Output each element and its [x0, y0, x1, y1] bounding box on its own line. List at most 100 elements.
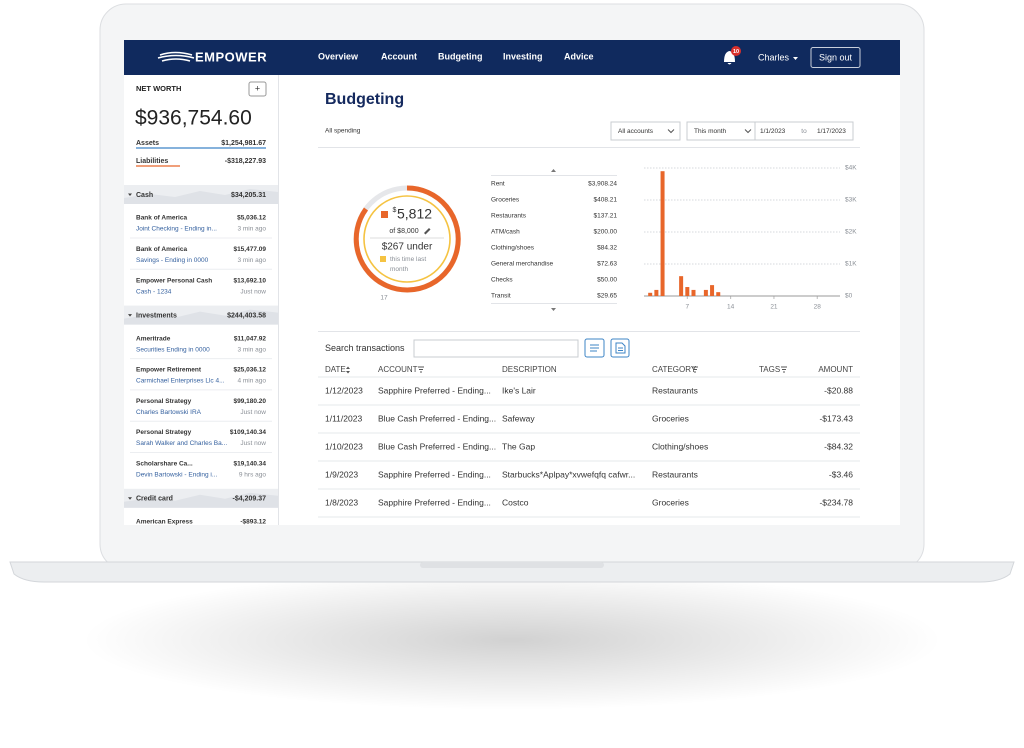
cell[interactable]: Sapphire Preferred - Ending... [378, 385, 491, 395]
cell[interactable]: 1/8/2023 [325, 497, 358, 507]
column-header[interactable]: TAGS [759, 365, 780, 374]
nav-item[interactable]: Investing [503, 51, 543, 61]
cell[interactable]: 1/12/2023 [325, 385, 363, 395]
date-to[interactable]: 1/17/2023 [817, 128, 846, 135]
nav-item[interactable]: Overview [318, 51, 359, 61]
account-balance: $13,692.10 [233, 277, 266, 284]
bar[interactable] [703, 289, 708, 296]
category-name[interactable]: Rent [491, 181, 505, 188]
cell[interactable]: Restaurants [652, 469, 698, 479]
bar[interactable] [648, 292, 653, 296]
account-name[interactable]: Bank of America [136, 215, 187, 222]
cell[interactable]: 1/10/2023 [325, 441, 363, 451]
user-menu[interactable]: Charles [758, 52, 790, 62]
category-name[interactable]: Clothing/shoes [491, 245, 535, 252]
user-caret [793, 57, 798, 60]
column-header[interactable]: DATE [325, 365, 346, 374]
cell[interactable]: Groceries [652, 413, 689, 423]
category-name[interactable]: Transit [491, 293, 511, 300]
x-tick-label: 21 [770, 304, 778, 311]
sign-out-button[interactable] [810, 47, 861, 68]
account-updated: Just now [240, 288, 266, 295]
account-balance: -$893.12 [240, 519, 266, 526]
bar[interactable] [679, 276, 684, 296]
account-name[interactable]: Bank of America [136, 246, 187, 253]
category-name[interactable]: Checks [491, 277, 513, 284]
liabilities-value: -$318,227.93 [225, 158, 266, 165]
account-name[interactable]: Empower Retirement [136, 367, 202, 374]
nav-item[interactable]: Advice [564, 51, 594, 61]
cell[interactable]: Safeway [502, 413, 535, 423]
bar[interactable] [710, 285, 715, 296]
liabilities-label[interactable]: Liabilities [136, 158, 168, 165]
bar[interactable] [660, 171, 665, 296]
group-sparkline [124, 492, 278, 508]
column-header[interactable]: AMOUNT [818, 365, 853, 374]
account-name[interactable]: American Express [136, 519, 193, 526]
bar[interactable] [691, 289, 696, 296]
cell[interactable]: Groceries [652, 497, 689, 507]
cell[interactable]: -$20.88 [824, 385, 853, 395]
account-balance: $99,180.20 [233, 398, 266, 405]
category-name[interactable]: Groceries [491, 197, 520, 204]
sign-out-label: Sign out [819, 52, 853, 62]
cell[interactable]: Clothing/shoes [652, 441, 708, 451]
category-name[interactable]: General merchandise [491, 261, 554, 268]
cell[interactable]: Sapphire Preferred - Ending... [378, 497, 491, 507]
category-amount: $50.00 [597, 277, 617, 284]
account-name[interactable]: Personal Strategy [136, 398, 192, 405]
account-name[interactable]: Ameritrade [136, 335, 171, 342]
cell[interactable]: 1/9/2023 [325, 469, 358, 479]
spending-filter[interactable]: All spending [325, 128, 361, 135]
y-tick-label: $3K [845, 197, 857, 204]
select-caret [667, 129, 675, 134]
category-amount: $84.32 [597, 245, 617, 252]
cell[interactable]: -$84.32 [824, 441, 853, 451]
cell[interactable]: Blue Cash Preferred - Ending... [378, 413, 496, 423]
bar[interactable] [716, 292, 721, 296]
cell[interactable]: Restaurants [652, 385, 698, 395]
cell[interactable]: Sapphire Preferred - Ending... [378, 469, 491, 479]
accounts-select[interactable] [610, 121, 681, 141]
filter-icon [692, 366, 698, 373]
date-range[interactable] [754, 121, 854, 141]
net-worth-label: NET WORTH [136, 84, 181, 93]
cell[interactable]: -$3.46 [829, 469, 853, 479]
group-total: $34,205.31 [231, 192, 266, 199]
date-from[interactable]: 1/1/2023 [760, 128, 786, 135]
group-name: Credit card [136, 496, 173, 503]
cell[interactable]: Blue Cash Preferred - Ending... [378, 441, 496, 451]
cell[interactable]: 1/11/2023 [325, 413, 362, 423]
category-name[interactable]: ATM/cash [491, 229, 520, 236]
account-balance: $19,140.34 [233, 461, 266, 468]
category-name[interactable]: Restaurants [491, 213, 527, 220]
column-header[interactable]: CATEGORY [652, 365, 697, 374]
column-header[interactable]: DESCRIPTION [502, 365, 557, 374]
bar[interactable] [654, 289, 659, 296]
search-input[interactable] [413, 339, 579, 358]
bar[interactable] [685, 287, 690, 296]
scroll-up[interactable] [551, 169, 556, 172]
cell[interactable]: -$173.43 [819, 413, 853, 423]
assets-label[interactable]: Assets [136, 140, 159, 147]
account-name[interactable]: Empower Personal Cash [136, 277, 212, 284]
cell[interactable]: Costco [502, 497, 529, 507]
accounts-select-label: All accounts [618, 128, 654, 135]
cell[interactable]: The Gap [502, 441, 535, 451]
cell[interactable]: Starbucks*Aplpay*xvwefqfq cafwr... [502, 469, 635, 479]
account-updated: 4 min ago [237, 378, 266, 385]
cell[interactable]: Ike's Lair [502, 385, 536, 395]
spent-value: 5,812 [397, 206, 432, 222]
add-account-button[interactable] [248, 81, 267, 97]
column-header[interactable]: ACCOUNT [378, 365, 418, 374]
daily-spending-chart: $0 $1K $2K $3K $4K 7 14 21 28 [644, 165, 857, 311]
period-select-label: This month [694, 128, 727, 135]
bell-icon[interactable] [724, 51, 735, 65]
account-name[interactable]: Personal Strategy [136, 429, 192, 436]
account-name[interactable]: Scholarshare Ca... [136, 461, 193, 468]
edit-icon[interactable] [424, 228, 431, 235]
scroll-down[interactable] [551, 308, 556, 311]
nav-item[interactable]: Account [381, 51, 417, 61]
nav-item[interactable]: Budgeting [438, 51, 483, 61]
cell[interactable]: -$234.78 [819, 497, 853, 507]
